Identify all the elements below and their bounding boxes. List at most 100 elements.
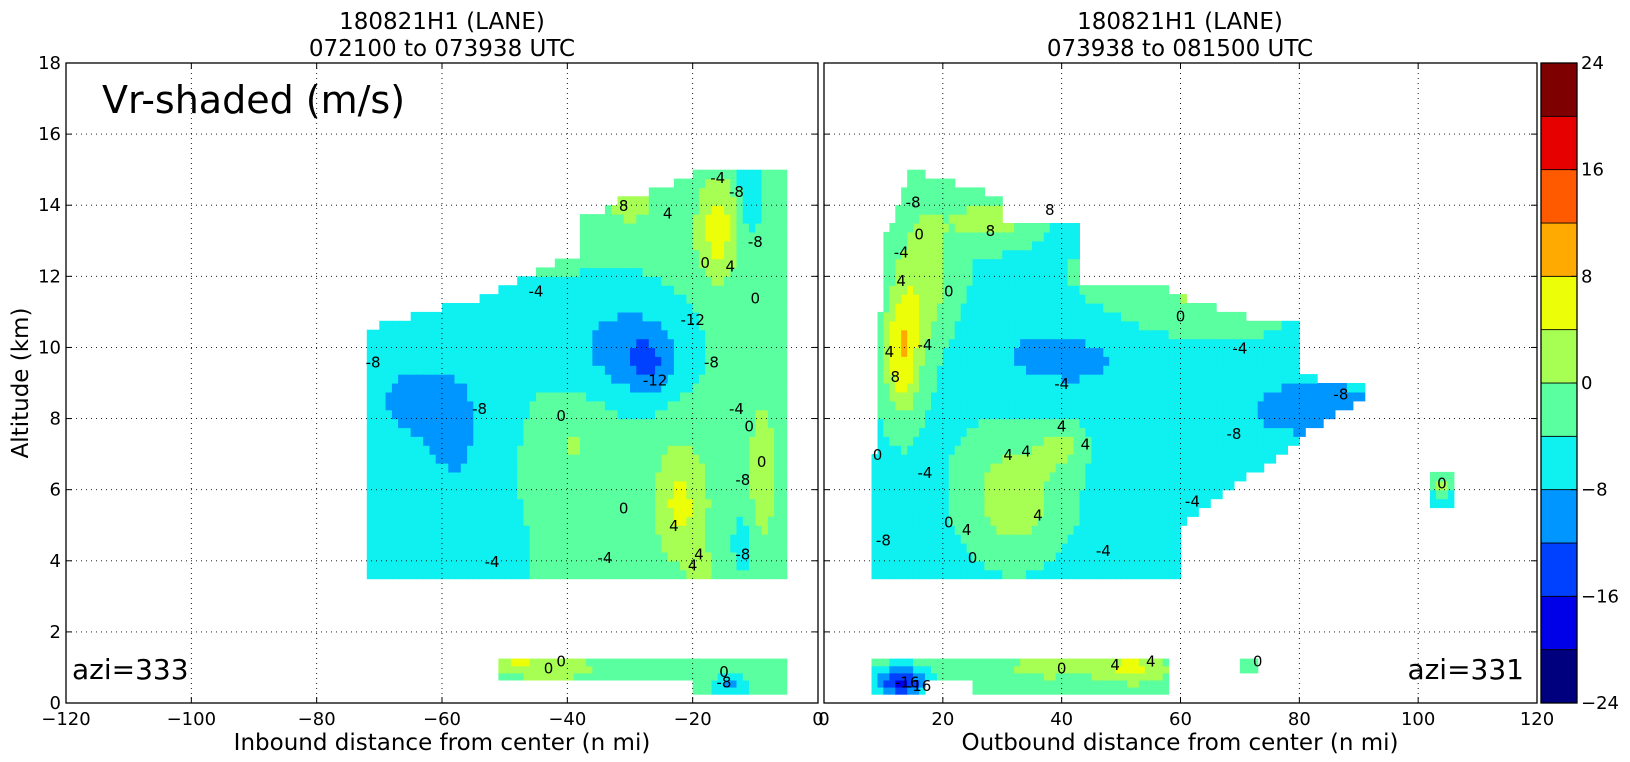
vr-cell [1067, 391, 1075, 402]
vr-cell [774, 534, 781, 544]
vr-cell [1032, 463, 1039, 473]
vr-cell [936, 463, 944, 473]
vr-cell [1127, 356, 1134, 366]
vr-cell [604, 356, 612, 366]
vr-cell [774, 463, 781, 473]
vr-cell [698, 276, 706, 286]
vr-cell [548, 560, 556, 571]
vr-cell [1032, 471, 1039, 482]
vr-cell [598, 400, 606, 411]
vr-cell [730, 169, 738, 180]
vr-cell [648, 463, 656, 473]
vr-cell [749, 445, 756, 455]
vr-cell [1037, 365, 1045, 375]
vr-cell [1115, 480, 1122, 491]
vr-cell [919, 560, 926, 571]
vr-cell [680, 471, 687, 482]
vr-cell [996, 294, 1003, 304]
vr-cell [996, 374, 1003, 384]
vr-cell [1216, 454, 1223, 464]
vr-cell [1144, 551, 1152, 562]
vr-cell [592, 672, 600, 681]
vr-cell [698, 454, 706, 464]
vr-cell [410, 418, 418, 429]
vr-cell [913, 231, 920, 242]
vr-cell [1097, 569, 1104, 580]
vr-cell [1055, 223, 1063, 233]
contour-label: 0 [544, 659, 554, 677]
vr-cell [774, 498, 781, 509]
vr-cell [749, 169, 756, 180]
vr-cell [996, 338, 1003, 349]
vr-cell [996, 436, 1003, 446]
vr-cell [698, 205, 706, 215]
vr-cell [604, 267, 612, 277]
vr-cell [1073, 294, 1080, 304]
vr-cell [592, 445, 600, 455]
vr-cell [479, 365, 487, 375]
vr-cell [1049, 329, 1057, 340]
vr-cell [586, 383, 593, 393]
vr-cell [661, 409, 669, 420]
vr-cell [1091, 560, 1098, 571]
vr-cell [366, 365, 374, 375]
vr-cell [907, 516, 914, 526]
vr-cell [510, 454, 518, 464]
vr-cell [510, 658, 518, 667]
vr-cell [931, 347, 938, 357]
vr-cell [1109, 383, 1116, 393]
vr-cell [1127, 391, 1134, 402]
vr-cell [877, 560, 884, 571]
vr-cell [454, 516, 462, 526]
vr-cell [996, 525, 1003, 535]
vr-cell [536, 498, 543, 509]
vr-cell [1079, 498, 1086, 509]
vr-cell [667, 258, 675, 269]
vr-cell [895, 516, 902, 526]
vr-cell [391, 445, 399, 455]
vr-cell [1085, 543, 1092, 553]
vr-cell [1174, 329, 1182, 340]
vr-cell [736, 687, 744, 695]
vr-cell [460, 445, 468, 455]
contour-label: -4 [710, 169, 725, 187]
vr-cell [717, 320, 725, 331]
vr-cell [385, 356, 393, 366]
vr-cell [1138, 516, 1146, 526]
vr-cell [636, 356, 644, 366]
vr-cell [889, 489, 896, 500]
vr-cell [648, 489, 656, 500]
vr-cell [498, 391, 506, 402]
vr-cell [736, 231, 744, 242]
vr-cell [510, 489, 518, 500]
vr-cell [448, 329, 456, 340]
vr-cell [630, 498, 637, 509]
vr-cell [548, 320, 556, 331]
vr-cell [954, 214, 962, 224]
vr-cell [1121, 391, 1128, 402]
vr-cell [1073, 231, 1080, 242]
vr-cell [567, 285, 575, 295]
vr-cell [1067, 329, 1075, 340]
vr-cell [373, 560, 380, 571]
vr-cell [636, 338, 644, 349]
vr-cell [1127, 507, 1134, 517]
vr-cell [1103, 320, 1110, 331]
vr-cell [877, 463, 884, 473]
vr-cell [761, 560, 769, 571]
vr-cell [925, 285, 932, 295]
vr-cell [978, 249, 985, 260]
vr-cell [504, 400, 512, 411]
vr-cell [642, 418, 650, 429]
vr-cell [767, 551, 775, 562]
vr-cell [385, 480, 393, 491]
vr-cell [492, 498, 499, 509]
vr-cell [749, 338, 756, 349]
vr-cell [1168, 525, 1176, 535]
vr-cell [435, 534, 443, 544]
vr-cell [598, 543, 606, 553]
vr-cell [919, 365, 926, 375]
vr-cell [1133, 356, 1140, 366]
vr-cell [385, 338, 393, 349]
vr-cell [604, 569, 612, 580]
